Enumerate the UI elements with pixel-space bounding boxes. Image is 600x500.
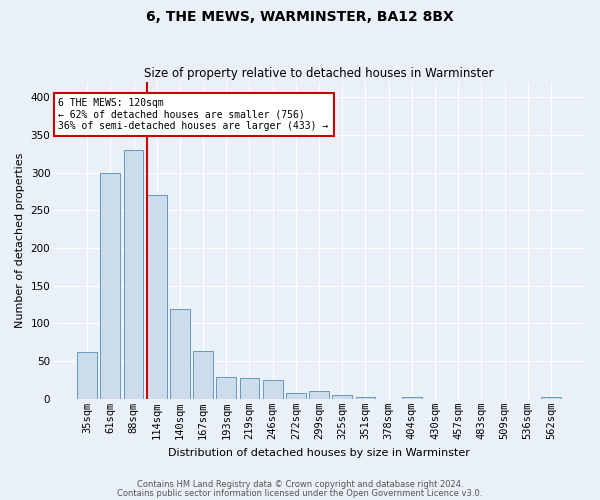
Bar — [217, 377, 236, 399]
Text: Contains HM Land Registry data © Crown copyright and database right 2024.: Contains HM Land Registry data © Crown c… — [137, 480, 463, 489]
Bar — [77, 352, 97, 399]
Bar — [193, 352, 213, 399]
Bar — [124, 150, 143, 399]
X-axis label: Distribution of detached houses by size in Warminster: Distribution of detached houses by size … — [168, 448, 470, 458]
Bar — [402, 396, 422, 399]
Bar — [100, 172, 120, 399]
Bar — [239, 378, 259, 399]
Text: 6, THE MEWS, WARMINSTER, BA12 8BX: 6, THE MEWS, WARMINSTER, BA12 8BX — [146, 10, 454, 24]
Y-axis label: Number of detached properties: Number of detached properties — [15, 153, 25, 328]
Bar — [286, 393, 306, 399]
Text: 6 THE MEWS: 120sqm
← 62% of detached houses are smaller (756)
36% of semi-detach: 6 THE MEWS: 120sqm ← 62% of detached hou… — [58, 98, 329, 131]
Bar — [263, 380, 283, 399]
Bar — [332, 395, 352, 399]
Bar — [541, 396, 561, 399]
Title: Size of property relative to detached houses in Warminster: Size of property relative to detached ho… — [144, 66, 494, 80]
Bar — [147, 195, 167, 399]
Bar — [170, 309, 190, 399]
Bar — [309, 392, 329, 399]
Bar — [356, 396, 375, 399]
Text: Contains public sector information licensed under the Open Government Licence v3: Contains public sector information licen… — [118, 490, 482, 498]
